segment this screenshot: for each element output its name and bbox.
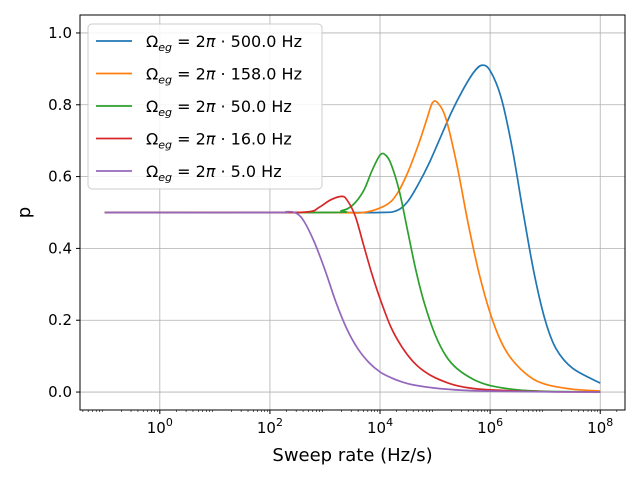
- tick-layer: 100 102 104 106 108 0.0 0.2 0.4 0.6 0.8 1.0: [48, 24, 618, 437]
- x-tick-label: 108: [587, 416, 613, 437]
- legend-label-0: Ωeg = 2π · 500.0 Hz: [146, 32, 302, 54]
- series-line-2: [104, 152, 601, 393]
- legend-label-2: Ωeg = 2π · 50.0 Hz: [146, 97, 292, 119]
- series-line-3: [104, 195, 601, 393]
- legend-label-3: Ωeg = 2π · 16.0 Hz: [146, 130, 292, 152]
- plot-frame: [79, 14, 626, 411]
- legend: Ωeg = 2π · 500.0 Hz Ωeg = 2π · 158.0 Hz Ωe…: [87, 23, 323, 190]
- series-line-4: [104, 210, 601, 393]
- y-tick-label: 0.6: [48, 168, 72, 186]
- legend-label-4: Ωeg = 2π · 5.0 Hz: [146, 162, 282, 184]
- x-tick-label: 106: [477, 416, 503, 437]
- y-tick-label: 0.0: [48, 383, 72, 401]
- x-tick-label: 102: [257, 416, 283, 437]
- x-tick-label: 104: [367, 416, 393, 437]
- series-line-0: [104, 64, 601, 384]
- legend-label-1: Ωeg = 2π · 158.0 Hz: [146, 65, 302, 87]
- series-layer: [104, 64, 601, 393]
- y-tick-label: 0.2: [48, 311, 72, 329]
- y-tick-label: 0.8: [48, 96, 72, 114]
- legend-box: [87, 23, 323, 190]
- y-axis-title: p: [14, 207, 35, 218]
- x-axis-title: Sweep rate (Hz/s): [272, 445, 432, 466]
- series-line-1: [104, 100, 601, 392]
- y-tick-label: 0.4: [48, 239, 72, 257]
- y-tick-label: 1.0: [48, 24, 72, 42]
- x-tick-label: 100: [147, 416, 173, 437]
